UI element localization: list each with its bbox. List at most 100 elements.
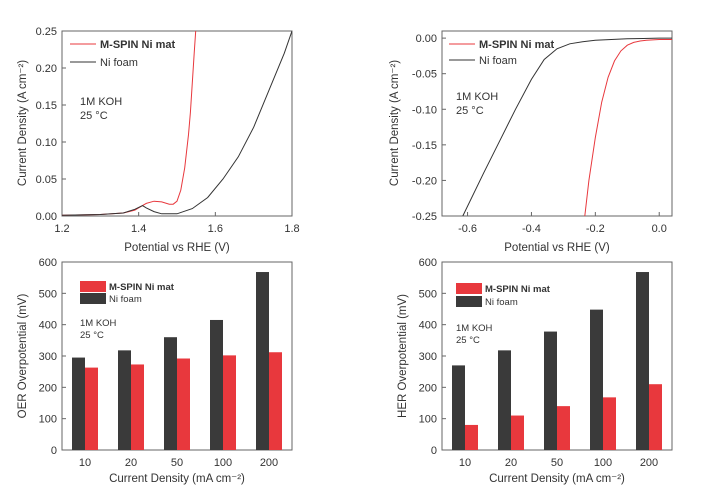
oer_bar-bar-m-spin-ni-mat-100 [223,355,236,450]
oer-xtick-label-3: 1.8 [284,223,299,235]
oer-condition-temperature: 25 °C [80,110,108,122]
oer-ylabel: Current Density (A cm⁻²) [17,60,29,186]
her-ytick-label-2: -0.10 [412,104,437,116]
her_bar-xtick-label-4: 200 [640,457,658,469]
oer-xtick-label-1: 1.4 [131,223,146,235]
her_bar-xtick-label-1: 20 [505,457,517,469]
oer-ytick-label-2: 0.10 [36,137,57,149]
oer-bar-panel: 0 100 200 300 400 500 600 10 20 50 100 200 Current … [17,257,293,485]
her-ytick-label-3: -0.15 [412,140,437,152]
oer-condition-electrolyte: 1M KOH [80,96,122,108]
her-bar-condition-temperature: 25 °C [456,335,480,346]
her-condition-electrolyte: 1M KOH [456,91,498,103]
oer-plot-frame [61,30,293,217]
her-ytick-label-0: 0.00 [416,33,437,45]
her_bar-xtick-label-3: 100 [594,457,612,469]
her_bar-bar-ni-foam-100 [590,309,603,450]
her_bar-bar-m-spin-ni-mat-50 [557,406,570,450]
oer_bar-bar-m-spin-ni-mat-20 [131,364,144,450]
oer-bar-series [72,272,282,450]
her-xtick-label-3: 0.0 [652,223,667,235]
oer-axis-ticks: 0.00 0.05 0.10 0.15 0.20 0.25 1.2 1.4 1.6 1.8 [36,26,300,235]
oer_bar-xtick-label-0: 10 [79,457,91,469]
her-curve-panel: 0.00 -0.05 -0.10 -0.15 -0.20 -0.25 -0.6 -0.4 -0.… [389,30,673,254]
oer-ytick-label-3: 0.15 [36,100,57,112]
her-plot-frame [441,30,673,217]
oer-ytick-label-1: 0.05 [36,174,57,186]
her_bar-ytick-label-1: 100 [419,414,437,426]
oer_bar-ytick-label-2: 200 [39,382,57,394]
her-legend-nifoam: Ni foam [479,55,517,67]
her-ytick-label-5: -0.25 [412,211,437,223]
her-bar-series [452,272,662,450]
her-ylabel: Current Density (A cm⁻²) [389,60,401,186]
her_bar-xtick-label-2: 50 [551,457,563,469]
her-bar-legend-nifoam: Ni foam [485,297,518,308]
oer_bar-bar-ni-foam-50 [164,337,177,450]
oer-series-m-spin-ni-mat [62,31,197,216]
her_bar-bar-m-spin-ni-mat-100 [603,397,616,450]
her_bar-ytick-label-3: 300 [419,351,437,363]
oer_bar-bar-ni-foam-20 [118,350,131,450]
oer-bar-legend-nifoam: Ni foam [109,294,142,305]
her_bar-bar-ni-foam-20 [498,350,511,450]
her_bar-bar-ni-foam-50 [544,331,557,450]
oer-bar-ylabel: OER Overpotential (mV) [17,294,29,419]
oer_bar-ytick-label-0: 0 [51,445,57,457]
her_bar-ytick-label-2: 200 [419,382,437,394]
her-ytick-label-1: -0.05 [412,69,437,81]
oer-curve-panel: 0.00 0.05 0.10 0.15 0.20 0.25 1.2 1.4 1.6 1.8 Pot… [17,26,300,254]
oer_bar-ytick-label-1: 100 [39,414,57,426]
her-xtick-label-1: -0.4 [522,223,541,235]
oer-bar-legend-swatch-mspin [80,281,106,292]
oer_bar-ytick-label-6: 600 [39,257,57,269]
oer-ytick-label-0: 0.00 [36,211,57,223]
oer_bar-bar-ni-foam-10 [72,357,85,450]
oer-bar-axis-ticks: 0 100 200 300 400 500 600 10 20 50 100 200 [39,257,279,469]
oer-ytick-label-5: 0.25 [36,26,57,38]
oer-series-ni-foam [62,31,292,216]
oer_bar-ytick-label-4: 400 [39,320,57,332]
oer_bar-bar-m-spin-ni-mat-200 [269,352,282,450]
her_bar-ytick-label-6: 600 [419,257,437,269]
her-series-m-spin-ni-mat [584,39,672,216]
oer-series-lines [62,31,292,216]
her-bar-legend-swatch-nifoam [456,296,482,307]
oer_bar-xtick-label-2: 50 [171,457,183,469]
her-bar-condition-electrolyte: 1M KOH [456,323,493,334]
her-bar-panel: 0 100 200 300 400 500 600 10 20 50 100 200 Current … [397,257,673,485]
her-bar-legend-swatch-mspin [456,283,482,294]
her-bar-ylabel: HER Overpotential (mV) [397,294,409,418]
oer-ytick-label-4: 0.20 [36,63,57,75]
oer_bar-ytick-label-5: 500 [39,288,57,300]
oer-xlabel: Potential vs RHE (V) [124,242,230,254]
oer-bar-legend-mspin: M-SPIN Ni mat [109,282,175,293]
oer-legend-mspin: M-SPIN Ni mat [100,39,176,51]
oer_bar-bar-m-spin-ni-mat-10 [85,367,98,450]
oer-bar-condition-temperature: 25 °C [80,330,104,341]
her_bar-ytick-label-0: 0 [431,445,437,457]
her-xtick-label-0: -0.6 [458,223,477,235]
her-xlabel: Potential vs RHE (V) [504,242,610,254]
her-condition-temperature: 25 °C [456,105,484,117]
oer_bar-xtick-label-4: 200 [260,457,278,469]
her-series-ni-foam [462,37,672,216]
her_bar-bar-ni-foam-200 [636,272,649,450]
oer_bar-xtick-label-3: 100 [214,457,232,469]
her_bar-bar-m-spin-ni-mat-20 [511,415,524,450]
her_bar-ytick-label-5: 500 [419,288,437,300]
her_bar-bar-ni-foam-10 [452,365,465,450]
her_bar-xtick-label-0: 10 [459,457,471,469]
her_bar-ytick-label-4: 400 [419,320,437,332]
oer_bar-ytick-label-3: 300 [39,351,57,363]
her-legend-mspin: M-SPIN Ni mat [479,39,555,51]
her_bar-bar-m-spin-ni-mat-10 [465,424,478,450]
oer-xtick-label-0: 1.2 [54,223,69,235]
oer_bar-xtick-label-1: 20 [125,457,137,469]
oer-legend-nifoam: Ni foam [100,57,138,69]
oer_bar-bar-m-spin-ni-mat-50 [177,358,190,450]
oer_bar-bar-ni-foam-100 [210,319,223,450]
oer-bar-legend-swatch-nifoam [80,293,106,304]
oer-bar-xlabel: Current Density (mA cm⁻²) [109,473,245,485]
